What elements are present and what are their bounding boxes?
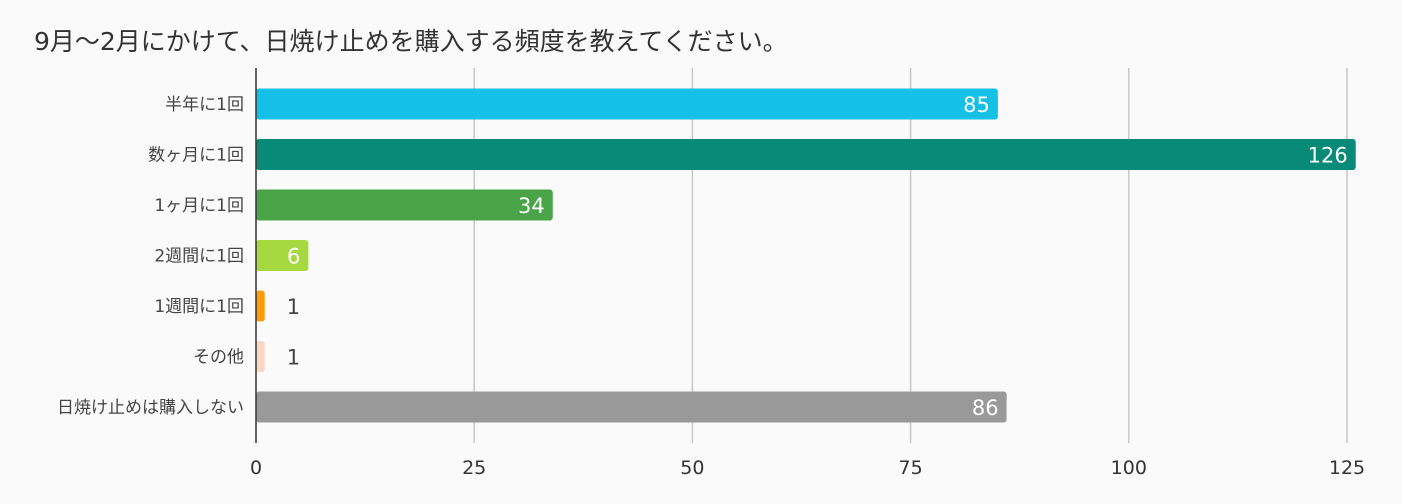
category-label: 1週間に1回: [154, 297, 244, 317]
x-tick-label: 25: [462, 457, 486, 479]
chart-title: 9月〜2月にかけて、日焼け止めを購入する頻度を教えてください。: [34, 27, 788, 56]
value-label: 1: [287, 346, 300, 370]
value-label: 34: [518, 194, 545, 218]
bar: [256, 341, 265, 372]
category-label: 数ヶ月に1回: [148, 146, 244, 166]
category-label: 半年に1回: [165, 95, 244, 115]
bar: [256, 240, 309, 271]
bar: [256, 391, 1007, 423]
value-label: 1: [287, 295, 300, 319]
bar: [256, 189, 553, 221]
grid-lines: [473, 68, 1348, 443]
bar: [256, 290, 265, 322]
value-label: 85: [963, 93, 990, 117]
bar: [256, 88, 998, 120]
category-label: 2週間に1回: [154, 247, 244, 267]
x-tick-label: 100: [1111, 457, 1147, 479]
labels: 0 25 50 75 100 125 半年に1回 85 数ヶ月に1回 126 1ヶ月に1回 34 2週間…: [57, 93, 1365, 479]
category-label: その他: [193, 348, 244, 368]
bars: [256, 88, 1356, 423]
value-label: 86: [972, 396, 999, 420]
x-tick-label: 75: [899, 457, 923, 479]
value-label: 6: [287, 245, 300, 269]
value-label: 126: [1308, 144, 1348, 168]
x-tick-label: 50: [680, 457, 704, 479]
bar: [256, 139, 1356, 170]
category-label: 1ヶ月に1回: [154, 196, 244, 216]
category-label: 日焼け止めは購入しない: [57, 398, 244, 418]
x-tick-label: 0: [250, 457, 262, 479]
x-tick-label: 125: [1329, 457, 1365, 479]
